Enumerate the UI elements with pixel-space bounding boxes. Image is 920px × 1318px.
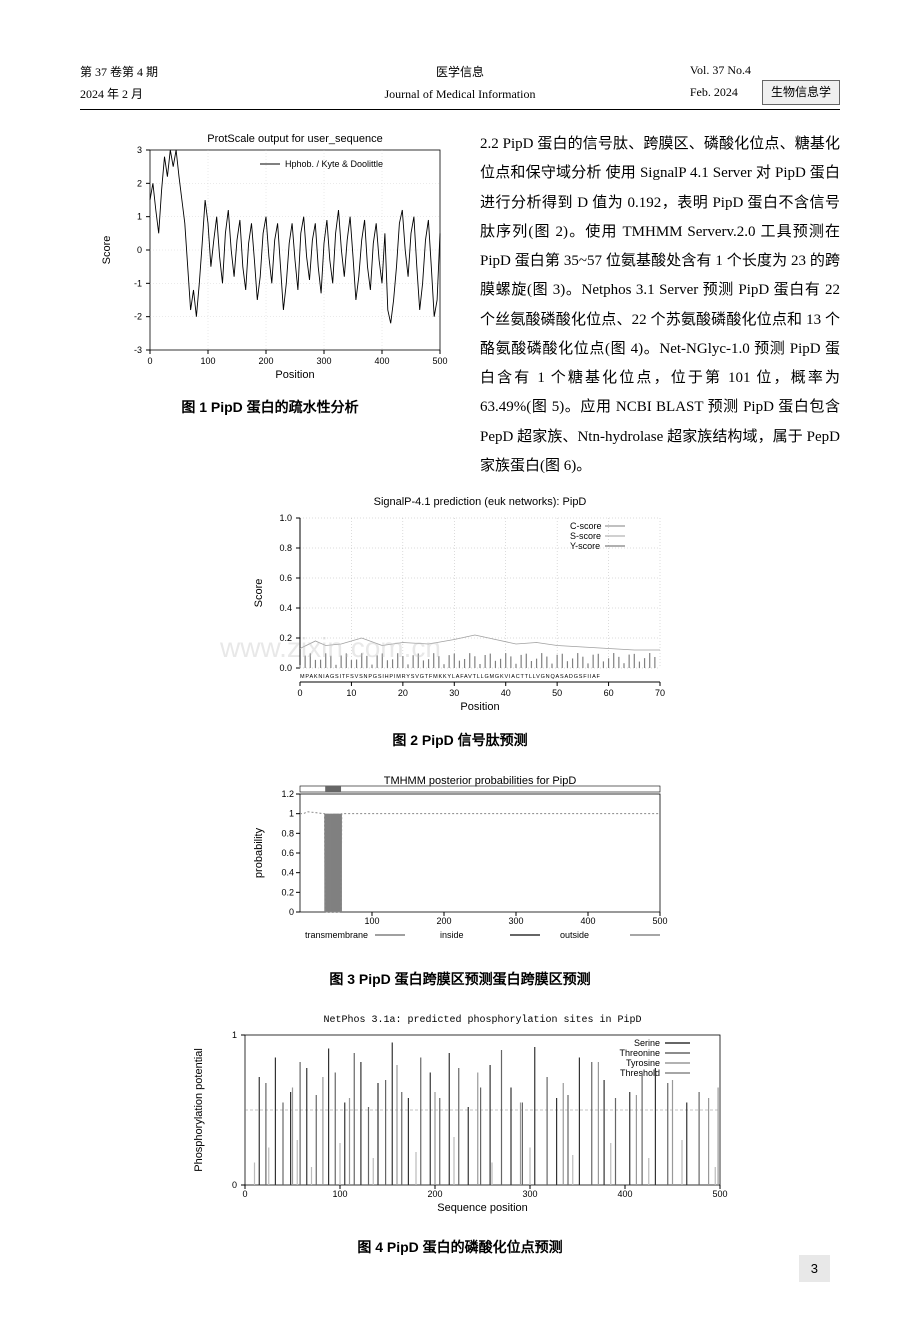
- svg-text:1: 1: [137, 212, 142, 222]
- svg-text:0: 0: [289, 907, 294, 917]
- svg-text:Position: Position: [275, 369, 314, 380]
- svg-text:NetPhos 3.1a: predicted phosph: NetPhos 3.1a: predicted phosphorylation …: [323, 1014, 641, 1026]
- fig3-chart: TMHMM posterior probabilities for PipD 0 0…: [240, 772, 680, 952]
- fig3-caption: 图 3 PipD 蛋白跨膜区预测蛋白跨膜区预测: [80, 967, 840, 992]
- svg-text:0: 0: [232, 1180, 237, 1190]
- svg-text:200: 200: [427, 1189, 442, 1199]
- svg-text:Threshold: Threshold: [620, 1068, 660, 1078]
- fig1-chart: ProtScale output for user_sequence -3 -2 -1…: [90, 130, 450, 380]
- fig1-wrap: ProtScale output for user_sequence -3 -2 -1…: [80, 130, 460, 420]
- svg-text:Score: Score: [101, 236, 113, 265]
- svg-text:1: 1: [232, 1030, 237, 1040]
- fig4-chart: NetPhos 3.1a: predicted phosphorylation …: [180, 1010, 740, 1220]
- svg-text:50: 50: [552, 688, 562, 698]
- fig1-column: ProtScale output for user_sequence -3 -2 -1…: [80, 130, 460, 481]
- svg-text:0.8: 0.8: [281, 828, 294, 838]
- svg-text:3: 3: [137, 145, 142, 155]
- svg-text:2: 2: [137, 179, 142, 189]
- svg-text:1.2: 1.2: [281, 789, 294, 799]
- svg-text:outside: outside: [560, 930, 589, 940]
- svg-text:60: 60: [604, 688, 614, 698]
- svg-text:0: 0: [242, 1189, 247, 1199]
- svg-text:1.0: 1.0: [279, 513, 292, 523]
- date-cn: 2024 年 2 月: [80, 84, 297, 106]
- svg-text:S-score: S-score: [570, 531, 601, 541]
- svg-text:Y-score: Y-score: [570, 541, 600, 551]
- svg-text:inside: inside: [440, 930, 464, 940]
- svg-text:Score: Score: [253, 579, 265, 608]
- header-right: Vol. 37 No.4 Feb. 2024 生物信息学: [623, 60, 840, 105]
- svg-text:-1: -1: [134, 279, 142, 289]
- paragraph-column: 2.2 PipD 蛋白的信号肽、跨膜区、磷酸化位点、糖基化位点和保守域分析 使用…: [480, 130, 840, 481]
- svg-text:0.6: 0.6: [279, 573, 292, 583]
- svg-text:TMHMM posterior probabilities: TMHMM posterior probabilities for PipD: [384, 775, 577, 787]
- svg-text:probability: probability: [253, 827, 265, 878]
- fig2-chart: SignalP-4.1 prediction (euk networks): P…: [240, 493, 680, 713]
- svg-text:Tyrosine: Tyrosine: [626, 1058, 660, 1068]
- svg-text:transmembrane: transmembrane: [305, 930, 368, 940]
- svg-text:500: 500: [652, 916, 667, 926]
- svg-text:40: 40: [501, 688, 511, 698]
- svg-text:C-score: C-score: [570, 521, 602, 531]
- svg-text:400: 400: [374, 356, 389, 366]
- svg-text:Position: Position: [460, 701, 499, 713]
- volume-issue-en: Vol. 37 No.4: [690, 60, 751, 82]
- fig2-wrap: SignalP-4.1 prediction (euk networks): P…: [80, 493, 840, 753]
- svg-text:0.6: 0.6: [281, 848, 294, 858]
- svg-text:0.0: 0.0: [279, 663, 292, 673]
- svg-text:20: 20: [398, 688, 408, 698]
- svg-text:0: 0: [137, 245, 142, 255]
- svg-text:100: 100: [200, 356, 215, 366]
- header-center: 医学信息 Journal of Medical Information: [297, 62, 623, 105]
- svg-text:0.4: 0.4: [279, 603, 292, 613]
- svg-text:0: 0: [297, 688, 302, 698]
- page-number: 3: [799, 1255, 830, 1282]
- svg-text:400: 400: [617, 1189, 632, 1199]
- svg-text:0: 0: [147, 356, 152, 366]
- svg-text:500: 500: [432, 356, 447, 366]
- svg-text:300: 300: [522, 1189, 537, 1199]
- svg-text:0.2: 0.2: [279, 633, 292, 643]
- svg-text:Hphob. / Kyte & Doolittle: Hphob. / Kyte & Doolittle: [285, 159, 383, 169]
- svg-text:300: 300: [508, 916, 523, 926]
- svg-text:Serine: Serine: [634, 1038, 660, 1048]
- svg-text:Phosphorylation potential: Phosphorylation potential: [193, 1048, 205, 1172]
- svg-text:ProtScale output for user_sequ: ProtScale output for user_sequence: [207, 133, 383, 145]
- svg-text:200: 200: [258, 356, 273, 366]
- fig2-caption: 图 2 PipD 信号肽预测: [80, 728, 840, 753]
- svg-text:70: 70: [655, 688, 665, 698]
- paragraph-body: 使用 SignalP 4.1 Server 对 PipD 蛋白进行分析得到 D …: [480, 165, 840, 474]
- date-en: Feb. 2024: [690, 82, 751, 104]
- svg-text:SignalP-4.1 prediction (euk ne: SignalP-4.1 prediction (euk networks): P…: [374, 496, 587, 508]
- svg-text:400: 400: [580, 916, 595, 926]
- journal-en: Journal of Medical Information: [297, 84, 623, 106]
- svg-text:0.8: 0.8: [279, 543, 292, 553]
- svg-text:Sequence position: Sequence position: [437, 1202, 528, 1214]
- fig3-wrap: TMHMM posterior probabilities for PipD 0 0…: [80, 772, 840, 992]
- fig4-caption: 图 4 PipD 蛋白的磷酸化位点预测: [80, 1235, 840, 1260]
- svg-text:1: 1: [289, 808, 294, 818]
- volume-issue-cn: 第 37 卷第 4 期: [80, 62, 297, 84]
- top-section: ProtScale output for user_sequence -3 -2 -1…: [80, 130, 840, 481]
- header-left: 第 37 卷第 4 期 2024 年 2 月: [80, 62, 297, 105]
- svg-text:100: 100: [332, 1189, 347, 1199]
- svg-text:Threonine: Threonine: [619, 1048, 660, 1058]
- svg-text:200: 200: [436, 916, 451, 926]
- svg-text:10: 10: [346, 688, 356, 698]
- svg-text:500: 500: [712, 1189, 727, 1199]
- header-tag: 生物信息学: [762, 80, 840, 106]
- svg-text:-3: -3: [134, 345, 142, 355]
- svg-text:0.2: 0.2: [281, 887, 294, 897]
- svg-text:MPAKNIAGSITFSVSNPGSIHPIMRYSVGT: MPAKNIAGSITFSVSNPGSIHPIMRYSVGTFMKKYLAFAV…: [300, 674, 601, 680]
- fig1-caption: 图 1 PipD 蛋白的疏水性分析: [80, 395, 460, 420]
- svg-text:0.4: 0.4: [281, 867, 294, 877]
- fig4-wrap: NetPhos 3.1a: predicted phosphorylation …: [80, 1010, 840, 1260]
- page-header: 第 37 卷第 4 期 2024 年 2 月 医学信息 Journal of M…: [80, 60, 840, 110]
- svg-text:30: 30: [449, 688, 459, 698]
- journal-cn: 医学信息: [297, 62, 623, 84]
- svg-text:-2: -2: [134, 312, 142, 322]
- svg-text:300: 300: [316, 356, 331, 366]
- svg-text:100: 100: [364, 916, 379, 926]
